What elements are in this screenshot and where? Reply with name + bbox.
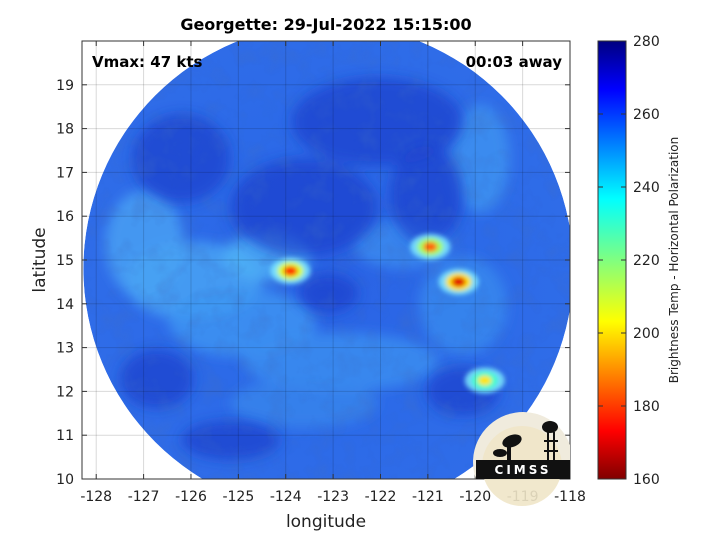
- x-tick-label: -121: [412, 489, 444, 505]
- colorbar-tick-label: 260: [633, 107, 660, 123]
- x-tick-label: -125: [222, 489, 254, 505]
- logo-dish-antenna: [493, 434, 522, 460]
- x-tick-label: -127: [128, 489, 160, 505]
- x-tick-label: -123: [317, 489, 349, 505]
- y-tick-label: 14: [56, 297, 74, 313]
- x-tick-label: -126: [175, 489, 207, 505]
- y-tick-label: 12: [56, 384, 74, 400]
- y-axis-ticks: 10 11 12 13 14 15 16 17 18 19: [56, 78, 570, 488]
- colorbar-tick-label: 220: [633, 253, 660, 269]
- y-tick-label: 16: [56, 209, 74, 225]
- colorbar-tick-label: 280: [633, 34, 660, 50]
- plot-area: -128-127-126-125-124-123-122-121-120-119…: [56, 40, 586, 506]
- cold-core: [464, 367, 505, 394]
- time-away-label: 00:03 away: [466, 53, 563, 71]
- cimss-logo: CIMSS: [473, 412, 570, 506]
- y-tick-label: 17: [56, 165, 74, 181]
- y-tick-label: 10: [56, 472, 74, 488]
- y-tick-label: 11: [56, 428, 74, 444]
- x-tick-label: -120: [459, 489, 491, 505]
- x-axis-label: longitude: [286, 512, 366, 532]
- colorbar-tick-label: 240: [633, 180, 660, 196]
- colorbar-label: Brightness Temp - Horizontal Polarizatio…: [667, 137, 681, 384]
- y-tick-label: 15: [56, 253, 74, 269]
- colorbar-tick-label: 200: [633, 326, 660, 342]
- vmax-label: Vmax: 47 kts: [92, 53, 202, 71]
- cold-core: [270, 257, 311, 284]
- y-tick-label: 18: [56, 122, 74, 138]
- colorbar-ticks: 160 180 200 220 240 260 280: [598, 34, 660, 488]
- texture-overlay: [83, 41, 570, 479]
- x-axis-ticks: -128-127-126-125-124-123-122-121-120-119…: [80, 41, 586, 505]
- cold-core: [438, 268, 479, 295]
- x-tick-label: -122: [365, 489, 397, 505]
- logo-text: CIMSS: [495, 463, 552, 477]
- grid-lines: [82, 41, 571, 480]
- cold-core: [410, 233, 451, 260]
- logo-band: [476, 460, 570, 479]
- y-tick-label: 19: [56, 78, 74, 94]
- colorbar-tick-label: 160: [633, 472, 660, 488]
- x-tick-label: -118: [554, 489, 586, 505]
- convective-cold-cores: [270, 233, 505, 394]
- x-tick-label: -124: [270, 489, 302, 505]
- logo-water-tower: [542, 421, 558, 462]
- colorbar: 160 180 200 220 240 260 280 Brightness Temp - …: [597, 34, 681, 488]
- colorbar-tick-label: 180: [633, 399, 660, 415]
- y-tick-label: 13: [56, 341, 74, 357]
- x-tick-label: -128: [80, 489, 112, 505]
- plot-title: Georgette: 29-Jul-2022 15:15:00: [180, 15, 471, 34]
- brightness-temperature-swath: [83, 41, 570, 479]
- y-axis-label: latitude: [30, 227, 50, 292]
